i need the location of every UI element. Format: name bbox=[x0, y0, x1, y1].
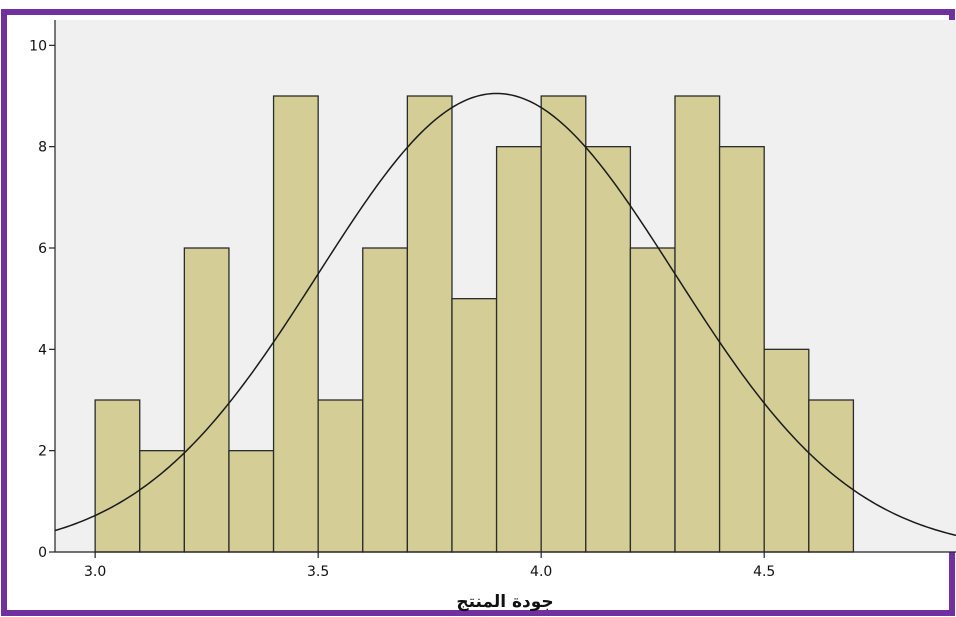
histogram-bars bbox=[94, 95, 855, 553]
histogram-bar bbox=[94, 399, 141, 553]
histogram-bar bbox=[183, 247, 230, 553]
histogram-bar bbox=[495, 146, 542, 553]
x-axis-ticks: 3.0 3.5 4.0 4.5 bbox=[84, 552, 775, 580]
histogram-bar bbox=[406, 95, 453, 553]
histogram-bar bbox=[228, 450, 275, 553]
y-tick-label: 10 bbox=[29, 38, 47, 54]
y-tick-label: 4 bbox=[38, 342, 47, 358]
histogram-bar bbox=[718, 146, 765, 553]
y-tick-label: 8 bbox=[38, 140, 47, 156]
x-tick-label: 4.5 bbox=[753, 564, 775, 580]
histogram-bar bbox=[139, 450, 186, 553]
histogram-bar bbox=[674, 95, 721, 553]
histogram-bar bbox=[272, 95, 319, 553]
histogram-bar bbox=[317, 399, 364, 553]
histogram-bar bbox=[362, 247, 409, 553]
x-tick-label: 4.0 bbox=[530, 564, 552, 580]
x-tick-label: 3.5 bbox=[307, 564, 329, 580]
y-tick-label: 2 bbox=[38, 444, 47, 460]
histogram-bar bbox=[808, 399, 855, 553]
x-axis-title: جودة المنتج bbox=[456, 592, 553, 612]
histogram-bar bbox=[763, 348, 810, 553]
histogram-bar bbox=[585, 146, 632, 553]
histogram-bar bbox=[540, 95, 587, 553]
x-tick-label: 3.0 bbox=[84, 564, 106, 580]
histogram-bar bbox=[451, 298, 498, 553]
y-tick-label: 6 bbox=[38, 241, 47, 257]
y-tick-label: 0 bbox=[38, 545, 47, 561]
normal-curve bbox=[54, 92, 956, 537]
y-axis-ticks: 0 2 4 6 8 10 bbox=[29, 38, 55, 561]
histogram-bar bbox=[629, 247, 676, 553]
